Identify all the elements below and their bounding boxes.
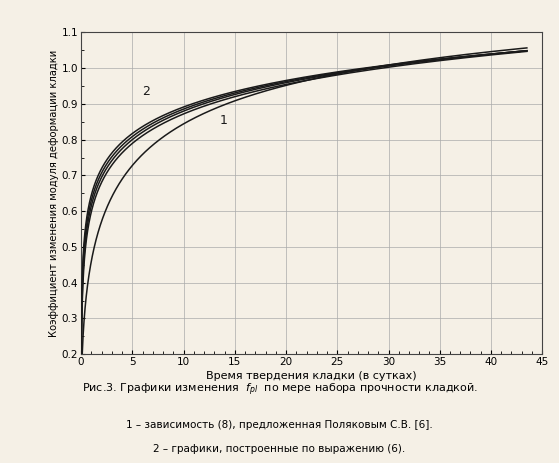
Text: 1 – зависимость (8), предложенная Поляковым С.В. [6].: 1 – зависимость (8), предложенная Поляко… (126, 420, 433, 431)
Text: 1: 1 (220, 113, 228, 126)
Text: Рис.3. Графики изменения  $f_{pl}$  по мере набора прочности кладкой.: Рис.3. Графики изменения $f_{pl}$ по мер… (82, 382, 477, 398)
Text: 2: 2 (143, 85, 150, 98)
X-axis label: Время твердения кладки (в сутках): Время твердения кладки (в сутках) (206, 371, 417, 381)
Y-axis label: Коэффициент изменения модуля деформации кладки: Коэффициент изменения модуля деформации … (49, 50, 59, 337)
Text: 2 – графики, построенные по выражению (6).: 2 – графики, построенные по выражению (6… (153, 444, 406, 455)
